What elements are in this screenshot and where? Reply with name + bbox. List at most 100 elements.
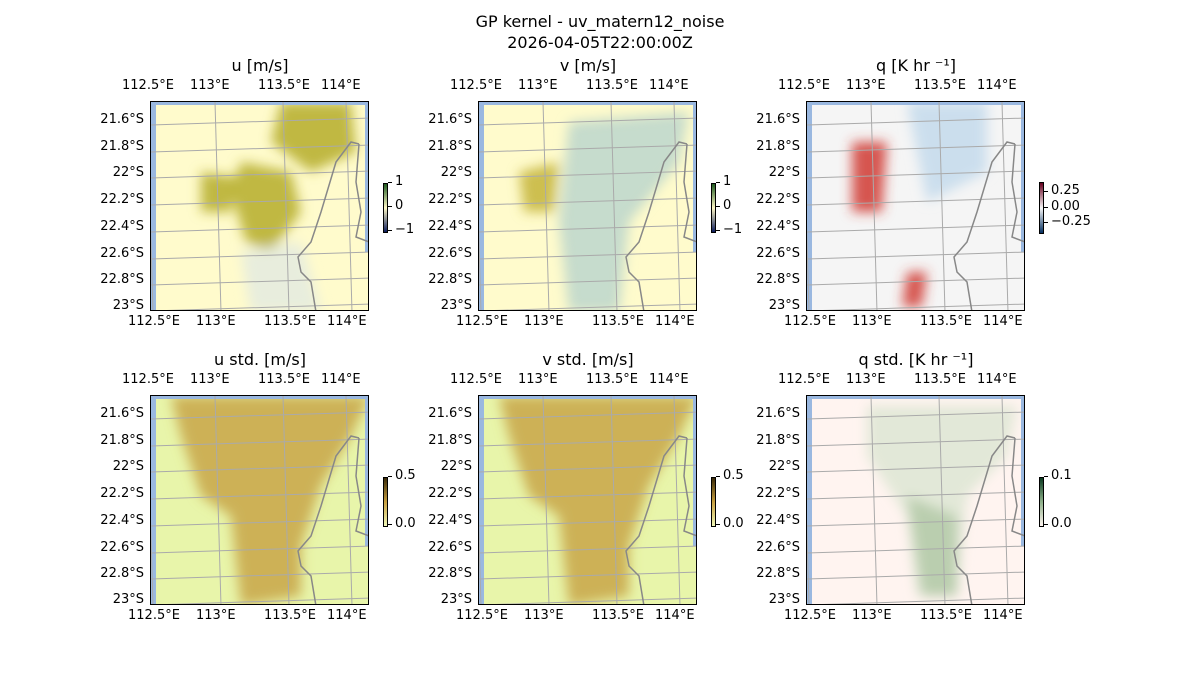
y-tick: 22.2°S: [100, 192, 144, 207]
colorbar: [1039, 477, 1044, 527]
map-panel: [478, 395, 697, 605]
y-tick: 21.8°S: [756, 139, 800, 154]
y-tick: 22°S: [112, 165, 144, 180]
field-region: [852, 142, 887, 212]
x-tick-top: 113°E: [190, 78, 230, 93]
panel-title: u [m/s]: [231, 56, 289, 75]
y-tick: 23°S: [440, 298, 472, 313]
y-tick: 21.8°S: [428, 139, 472, 154]
coastline: [953, 141, 1016, 310]
panel-title: u std. [m/s]: [214, 350, 306, 369]
x-tick-top: 113.5°E: [258, 78, 310, 93]
x-tick-bottom: 112.5°E: [456, 314, 508, 329]
x-tick-top: 113.5°E: [586, 372, 638, 387]
y-tick: 22°S: [768, 165, 800, 180]
y-tick: 21.6°S: [756, 406, 800, 421]
y-tick: 23°S: [112, 298, 144, 313]
colorbar-tick: 0.5: [388, 468, 416, 483]
x-tick-top: 114°E: [977, 372, 1017, 387]
colorbar: [383, 183, 388, 233]
panel-title: v std. [m/s]: [542, 350, 634, 369]
x-tick-top: 112.5°E: [122, 372, 174, 387]
y-tick: 22.4°S: [100, 219, 144, 234]
y-tick: 22°S: [440, 165, 472, 180]
x-tick-top: 113°E: [846, 372, 886, 387]
colorbar-tick: 1: [715, 174, 732, 189]
coastline: [953, 435, 1016, 604]
y-tick: 22.8°S: [756, 566, 800, 581]
y-tick: 22°S: [440, 459, 472, 474]
coastline: [297, 141, 360, 310]
y-tick: 23°S: [768, 592, 800, 607]
figure-title: GP kernel - uv_matern12_noise: [475, 12, 725, 31]
x-tick-bottom: 113°E: [196, 314, 236, 329]
x-tick-bottom: 114°E: [655, 314, 695, 329]
x-tick-top: 114°E: [649, 78, 689, 93]
y-tick: 22.8°S: [756, 272, 800, 287]
panel-title: v [m/s]: [559, 56, 617, 75]
x-tick-top: 113°E: [846, 78, 886, 93]
x-tick-top: 112.5°E: [450, 372, 502, 387]
colorbar-tick: −0.25: [1044, 214, 1091, 229]
x-tick-bottom: 113.5°E: [920, 608, 972, 623]
field-region: [902, 272, 927, 307]
x-tick-bottom: 113.5°E: [592, 314, 644, 329]
panel-title: q std. [K hr ⁻¹]: [858, 350, 974, 369]
x-tick-bottom: 114°E: [327, 608, 367, 623]
colorbar-tick: 0: [715, 198, 732, 213]
colorbar-tick: −1: [715, 222, 743, 237]
x-tick-bottom: 114°E: [655, 608, 695, 623]
y-tick: 22.6°S: [100, 246, 144, 261]
y-tick: 21.8°S: [100, 433, 144, 448]
x-tick-top: 113.5°E: [914, 78, 966, 93]
y-tick: 22.8°S: [100, 566, 144, 581]
x-tick-bottom: 113°E: [524, 314, 564, 329]
colorbar-tick: −1: [387, 222, 415, 237]
map-panel: [478, 101, 697, 311]
colorbar-tick: 0.5: [716, 468, 744, 483]
x-tick-bottom: 112.5°E: [784, 314, 836, 329]
y-tick: 22.4°S: [428, 513, 472, 528]
y-tick: 22.8°S: [428, 272, 472, 287]
coastline: [625, 141, 688, 310]
x-tick-top: 112.5°E: [450, 78, 502, 93]
x-tick-top: 113°E: [190, 372, 230, 387]
y-tick: 22.8°S: [100, 272, 144, 287]
y-tick: 21.6°S: [100, 112, 144, 127]
map-panel: [150, 395, 369, 605]
y-tick: 22.2°S: [100, 486, 144, 501]
y-tick: 21.6°S: [756, 112, 800, 127]
y-tick: 22.6°S: [756, 540, 800, 555]
colorbar-tick: 0.1: [1044, 468, 1072, 483]
field-region: [201, 172, 236, 212]
colorbar-tick: 1: [387, 174, 404, 189]
y-tick: 22.4°S: [428, 219, 472, 234]
colorbar-tick: 0.0: [1044, 516, 1072, 531]
colorbar: [711, 477, 716, 527]
x-tick-top: 114°E: [321, 372, 361, 387]
y-tick: 23°S: [440, 592, 472, 607]
coastline: [297, 435, 360, 604]
x-tick-bottom: 113.5°E: [592, 608, 644, 623]
x-tick-bottom: 112.5°E: [128, 314, 180, 329]
y-tick: 22°S: [768, 459, 800, 474]
x-tick-top: 114°E: [649, 372, 689, 387]
x-tick-top: 112.5°E: [778, 78, 830, 93]
field-region: [559, 112, 689, 310]
y-tick: 22.2°S: [756, 192, 800, 207]
x-tick-top: 113.5°E: [586, 78, 638, 93]
field-region: [907, 102, 987, 202]
x-tick-bottom: 114°E: [327, 314, 367, 329]
map-panel: [150, 101, 369, 311]
x-tick-top: 114°E: [977, 78, 1017, 93]
y-tick: 22.4°S: [756, 219, 800, 234]
map-panel: [806, 101, 1025, 311]
colorbar: [1039, 182, 1044, 234]
x-tick-top: 113°E: [518, 78, 558, 93]
colorbar-tick: 0.00: [1044, 198, 1080, 214]
x-tick-bottom: 114°E: [983, 608, 1023, 623]
colorbar-tick: 0.0: [388, 516, 416, 531]
y-tick: 21.8°S: [756, 433, 800, 448]
x-tick-top: 113°E: [518, 372, 558, 387]
